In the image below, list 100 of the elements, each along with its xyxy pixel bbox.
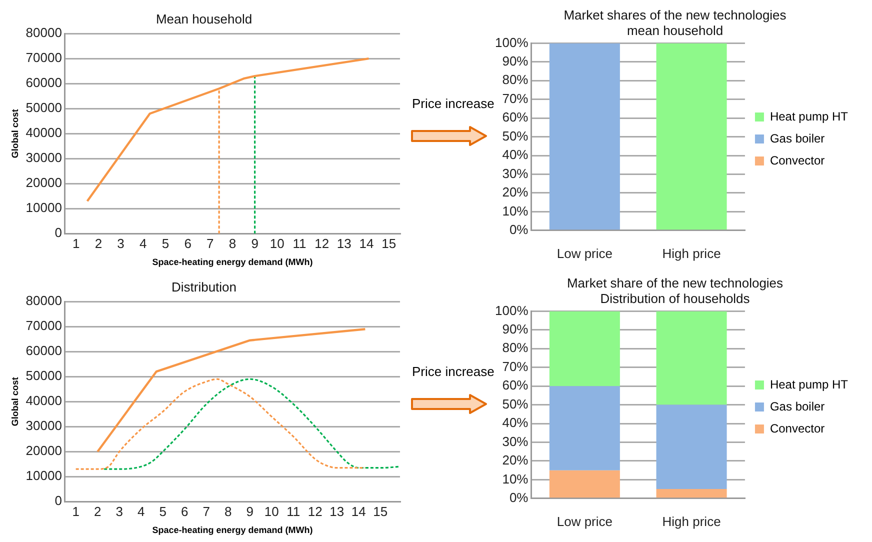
x-tick-label: 10 xyxy=(270,236,284,251)
y-tick-label: 50000 xyxy=(26,368,62,384)
x-tick-label: 15 xyxy=(373,504,388,519)
y-tick-label: 70% xyxy=(502,358,529,374)
y-tick-label: 60000 xyxy=(26,343,62,358)
y-tick-label: 70000 xyxy=(26,50,62,66)
text: Price increase xyxy=(412,364,494,379)
x-axis-title: Space-heating energy demand (MWh) xyxy=(152,257,313,268)
x-tick-label: 1 xyxy=(72,504,80,519)
x-tick-label: 14 xyxy=(359,236,374,251)
chart-subtitle: Distribution of households xyxy=(600,290,750,306)
x-tick-label: 5 xyxy=(162,236,170,251)
y-axis-title: Global cost xyxy=(10,109,20,158)
bar xyxy=(549,470,620,498)
y-tick-label: 40% xyxy=(502,415,529,430)
x-tick-label: 6 xyxy=(184,236,192,251)
x-tick-label: Low price xyxy=(556,246,612,261)
y-tick-label: 40000 xyxy=(26,125,62,140)
y-tick-label: 0 xyxy=(54,225,62,240)
x-tick-label: 8 xyxy=(228,236,236,251)
bar xyxy=(549,311,620,386)
x-tick-label: 12 xyxy=(308,504,322,519)
x-tick-label: 9 xyxy=(246,504,254,519)
bar xyxy=(656,311,727,405)
x-tick-label: 9 xyxy=(251,236,258,251)
bar xyxy=(656,404,727,490)
x-tick-label: 2 xyxy=(94,504,102,519)
y-tick-label: 30000 xyxy=(26,150,62,166)
x-tick-label: High price xyxy=(662,514,721,529)
y-tick-label: 30% xyxy=(502,434,529,449)
legend-label: Convector xyxy=(770,153,825,168)
y-tick-label: 10000 xyxy=(26,200,62,216)
x-tick-label: 12 xyxy=(314,236,330,251)
x-tick-label: 5 xyxy=(159,504,166,519)
x-tick-label: 6 xyxy=(180,504,188,519)
y-tick-label: 10% xyxy=(502,471,529,486)
y-tick-label: 0 xyxy=(54,493,62,508)
y-tick-label: 90% xyxy=(502,322,529,336)
y-tick-label: 80000 xyxy=(26,25,62,40)
y-tick-label: 50000 xyxy=(26,100,62,116)
chart-title: Market shares of the new technologies xyxy=(564,7,787,22)
y-tick-label: 20000 xyxy=(26,175,62,190)
y-tick-label: 30000 xyxy=(26,418,62,434)
x-tick-label: 2 xyxy=(94,236,102,251)
y-tick-label: 60000 xyxy=(26,75,62,90)
chart-title: Mean household xyxy=(156,11,252,26)
text: Price increase xyxy=(412,96,494,111)
y-tick-label: 70% xyxy=(502,90,529,106)
x-axis-title: Space-heating energy demand (MWh) xyxy=(152,525,313,536)
bar xyxy=(656,489,727,498)
x-tick-label: 7 xyxy=(206,236,214,251)
y-tick-label: 20% xyxy=(502,452,529,468)
legend-label: Gas boiler xyxy=(770,399,825,414)
x-tick-label: 4 xyxy=(137,504,145,519)
legend-label: Heat pump HT xyxy=(770,377,849,392)
y-tick-label: 40000 xyxy=(26,393,62,408)
y-tick-label: 0% xyxy=(509,222,529,237)
x-tick-label: 15 xyxy=(382,236,396,251)
x-tick-label: 13 xyxy=(336,236,352,251)
x-tick-label: 4 xyxy=(140,236,147,251)
y-tick-label: 100% xyxy=(495,34,529,50)
bar xyxy=(549,386,620,470)
chart-title: Market share of the new technologies xyxy=(566,275,784,290)
y-tick-label: 20% xyxy=(502,184,529,200)
y-tick-label: 100% xyxy=(495,302,529,318)
x-tick-label: 3 xyxy=(117,236,124,251)
y-tick-label: 20000 xyxy=(26,443,62,458)
x-tick-label: 1 xyxy=(72,236,80,251)
chart-subtitle: mean household xyxy=(626,22,724,38)
legend-label: Heat pump HT xyxy=(770,109,849,124)
y-tick-label: 40% xyxy=(502,147,529,162)
x-tick-label: 3 xyxy=(116,504,123,519)
legend-label: Convector xyxy=(770,421,825,436)
y-axis-title: Global cost xyxy=(10,377,20,426)
legend-label: Gas boiler xyxy=(770,131,825,146)
y-tick-label: 50% xyxy=(502,396,529,412)
y-tick-label: 10% xyxy=(502,203,529,218)
y-tick-label: 60% xyxy=(502,378,529,393)
x-tick-label: 11 xyxy=(292,236,306,251)
chart-title: Distribution xyxy=(171,279,237,294)
y-tick-label: 10000 xyxy=(26,468,62,484)
x-tick-label: 14 xyxy=(351,504,366,519)
y-tick-label: 80% xyxy=(502,340,529,356)
y-tick-label: 50% xyxy=(502,128,529,144)
x-tick-label: 13 xyxy=(330,504,344,519)
line-series xyxy=(103,378,400,470)
x-tick-label: 11 xyxy=(286,504,300,519)
x-tick-label: 7 xyxy=(202,504,210,519)
y-tick-label: 70000 xyxy=(26,318,62,334)
x-tick-label: High price xyxy=(662,246,721,261)
y-tick-label: 30% xyxy=(502,166,529,181)
y-tick-label: 80000 xyxy=(26,293,62,308)
line-series xyxy=(75,378,366,470)
y-tick-label: 60% xyxy=(502,110,529,125)
y-tick-label: 90% xyxy=(502,54,529,68)
y-tick-label: 0% xyxy=(509,490,529,505)
x-tick-label: 10 xyxy=(264,504,279,519)
x-tick-label: Low price xyxy=(556,514,612,529)
y-tick-label: 80% xyxy=(502,72,529,88)
x-tick-label: 8 xyxy=(224,504,232,519)
